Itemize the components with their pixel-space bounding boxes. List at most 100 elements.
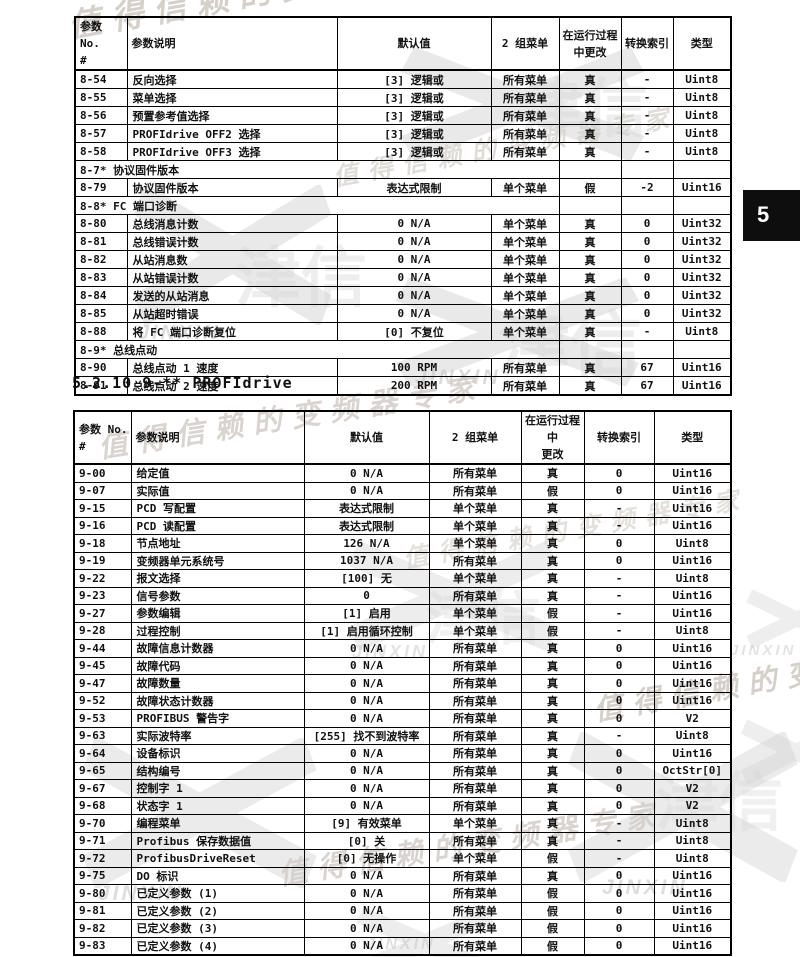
- conversion-index-cell: 0: [620, 250, 674, 270]
- param-desc-cell: PCD 写配置: [130, 499, 305, 518]
- change-during-operation-cell: 真: [520, 814, 585, 833]
- default-value-cell: [255] 找不到波特率: [303, 726, 430, 746]
- default-value-cell: 0 N/A: [303, 744, 430, 763]
- change-during-operation-cell: 真: [558, 268, 622, 288]
- menu-group-cell: 所有菜单: [428, 884, 522, 903]
- param-desc-cell: 故障数量: [130, 674, 305, 693]
- table-row: 9-45 故障代码 0 N/A 所有菜单真 0 Uint16: [73, 656, 732, 676]
- type-cell: Uint16: [672, 178, 732, 198]
- conversion-index-cell: -: [583, 569, 655, 588]
- menu-group-cell: 所有菜单: [428, 919, 522, 938]
- menu-group-cell: 所有菜单: [490, 106, 560, 126]
- change-during-operation-cell: 假: [520, 884, 585, 903]
- type-cell: Uint8: [672, 106, 732, 126]
- table-body: 8-54 反向选择 [3] 逻辑或 所有菜单真 - Uint8 8-55 菜单选择 [3] 逻辑…: [74, 69, 732, 396]
- conversion-index-cell: -: [583, 814, 655, 833]
- param-no-cell: 9-72: [73, 849, 132, 868]
- default-value-cell: [3] 逻辑或: [336, 142, 492, 162]
- param-desc-cell: 从站消息数: [126, 250, 338, 270]
- conversion-index-cell: 0: [583, 796, 655, 816]
- empty-cell: [620, 196, 674, 216]
- menu-group-cell: 单个菜单: [490, 304, 560, 324]
- conversion-index-cell: -: [620, 106, 674, 126]
- change-during-operation-cell: 真: [520, 709, 585, 728]
- default-value-cell: [3] 逻辑或: [336, 88, 492, 108]
- param-no-cell: 9-18: [73, 534, 132, 553]
- param-no-cell: 8-55: [74, 88, 128, 108]
- default-value-cell: [0] 不复位: [336, 322, 492, 342]
- param-desc-cell: 信号参数: [130, 586, 305, 606]
- column-header: 转换索引: [620, 16, 674, 72]
- param-no-cell: 9-53: [73, 709, 132, 728]
- table-row: 9-82 已定义参数 (3) 0 N/A 所有菜单假 0 Uint16: [73, 919, 732, 938]
- default-value-cell: 0 N/A: [303, 674, 430, 693]
- conversion-index-cell: -: [583, 849, 655, 868]
- param-no-cell: 9-27: [73, 604, 132, 623]
- change-during-operation-cell: 真: [520, 796, 585, 816]
- menu-group-cell: 所有菜单: [490, 142, 560, 162]
- menu-group-cell: 所有菜单: [428, 726, 522, 746]
- conversion-index-cell: 0: [583, 551, 655, 571]
- table-row: 9-70 编程菜单 [9] 有效菜单 单个菜单真 - Uint8: [73, 814, 732, 833]
- section-heading: 5.2.10 9-** PROFIdrive: [72, 374, 293, 392]
- table-row: 9-65 结构编号 0 N/A 所有菜单真 0 OctStr[0]: [73, 761, 732, 781]
- menu-group-cell: 单个菜单: [428, 621, 522, 641]
- param-desc-cell: 协议固件版本: [126, 178, 338, 198]
- table-row: 9-81 已定义参数 (2) 0 N/A 所有菜单假 0 Uint16: [73, 901, 732, 921]
- param-desc-cell: 已定义参数 (4): [130, 936, 305, 956]
- change-during-operation-cell: 真: [520, 463, 585, 483]
- param-desc-cell: PROFIdrive OFF2 选择: [126, 124, 338, 144]
- conversion-index-cell: 0: [583, 691, 655, 711]
- param-desc-cell: 结构编号: [130, 761, 305, 781]
- table-row: 9-27 参数编辑 [1] 启用 单个菜单假 - Uint16: [73, 604, 732, 623]
- type-cell: Uint32: [672, 304, 732, 324]
- menu-group-cell: 单个菜单: [428, 499, 522, 518]
- change-during-operation-cell: 真: [558, 124, 622, 144]
- param-desc-cell: PROFIBUS 警告字: [130, 709, 305, 728]
- default-value-cell: 表达式限制: [336, 178, 492, 198]
- menu-group-cell: 所有菜单: [428, 901, 522, 921]
- table-row: 9-23 信号参数 0 所有菜单真 - Uint16: [73, 586, 732, 606]
- type-cell: Uint16: [653, 744, 732, 763]
- param-no-cell: 8-81: [74, 232, 128, 252]
- param-desc-cell: PROFIdrive OFF3 选择: [126, 142, 338, 162]
- empty-cell: [672, 196, 732, 216]
- change-during-operation-cell: 假: [520, 604, 585, 623]
- param-no-cell: 9-65: [73, 761, 132, 781]
- change-during-operation-cell: 真: [558, 304, 622, 324]
- default-value-cell: [3] 逻辑或: [336, 124, 492, 144]
- default-value-cell: 0 N/A: [303, 639, 430, 658]
- change-during-operation-cell: 假: [520, 481, 585, 501]
- change-during-operation-cell: 真: [520, 761, 585, 781]
- param-no-cell: 8-82: [74, 250, 128, 270]
- param-no-cell: 9-00: [73, 463, 132, 483]
- change-during-operation-cell: 真: [520, 779, 585, 798]
- menu-group-cell: 所有菜单: [428, 761, 522, 781]
- empty-cell: [558, 196, 622, 216]
- type-cell: Uint16: [653, 884, 732, 903]
- type-cell: Uint16: [653, 639, 732, 658]
- table-row: 8-58 PROFIdrive OFF3 选择 [3] 逻辑或 所有菜单真 - Uint8: [74, 142, 732, 162]
- conversion-index-cell: -: [583, 516, 655, 536]
- menu-group-cell: 所有菜单: [428, 709, 522, 728]
- param-desc-cell: 总线错误计数: [126, 232, 338, 252]
- menu-group-cell: 单个菜单: [490, 268, 560, 288]
- table-row: 8-56 预置参考值选择 [3] 逻辑或 所有菜单真 - Uint8: [74, 106, 732, 126]
- param-no-cell: 8-54: [74, 69, 128, 90]
- type-cell: Uint16: [672, 358, 732, 378]
- change-during-operation-cell: 假: [520, 919, 585, 938]
- param-desc-cell: 故障代码: [130, 656, 305, 676]
- change-during-operation-cell: 真: [520, 831, 585, 851]
- table-body: 9-00 给定值 0 N/A 所有菜单真 0 Uint16 9-07 实际值 0 N/A 所有菜单…: [73, 463, 732, 956]
- param-no-cell: 8-85: [74, 304, 128, 324]
- param-no-cell: 8-80: [74, 214, 128, 234]
- param-no-cell: 9-28: [73, 621, 132, 641]
- change-during-operation-cell: 真: [520, 586, 585, 606]
- param-desc-cell: ProfibusDriveReset: [130, 849, 305, 868]
- param-no-cell: 8-58: [74, 142, 128, 162]
- column-header: 2 组菜单: [428, 410, 522, 466]
- change-during-operation-cell: 真: [558, 358, 622, 378]
- change-during-operation-cell: 真: [558, 376, 622, 396]
- menu-group-cell: 单个菜单: [428, 814, 522, 833]
- type-cell: V2: [653, 796, 732, 816]
